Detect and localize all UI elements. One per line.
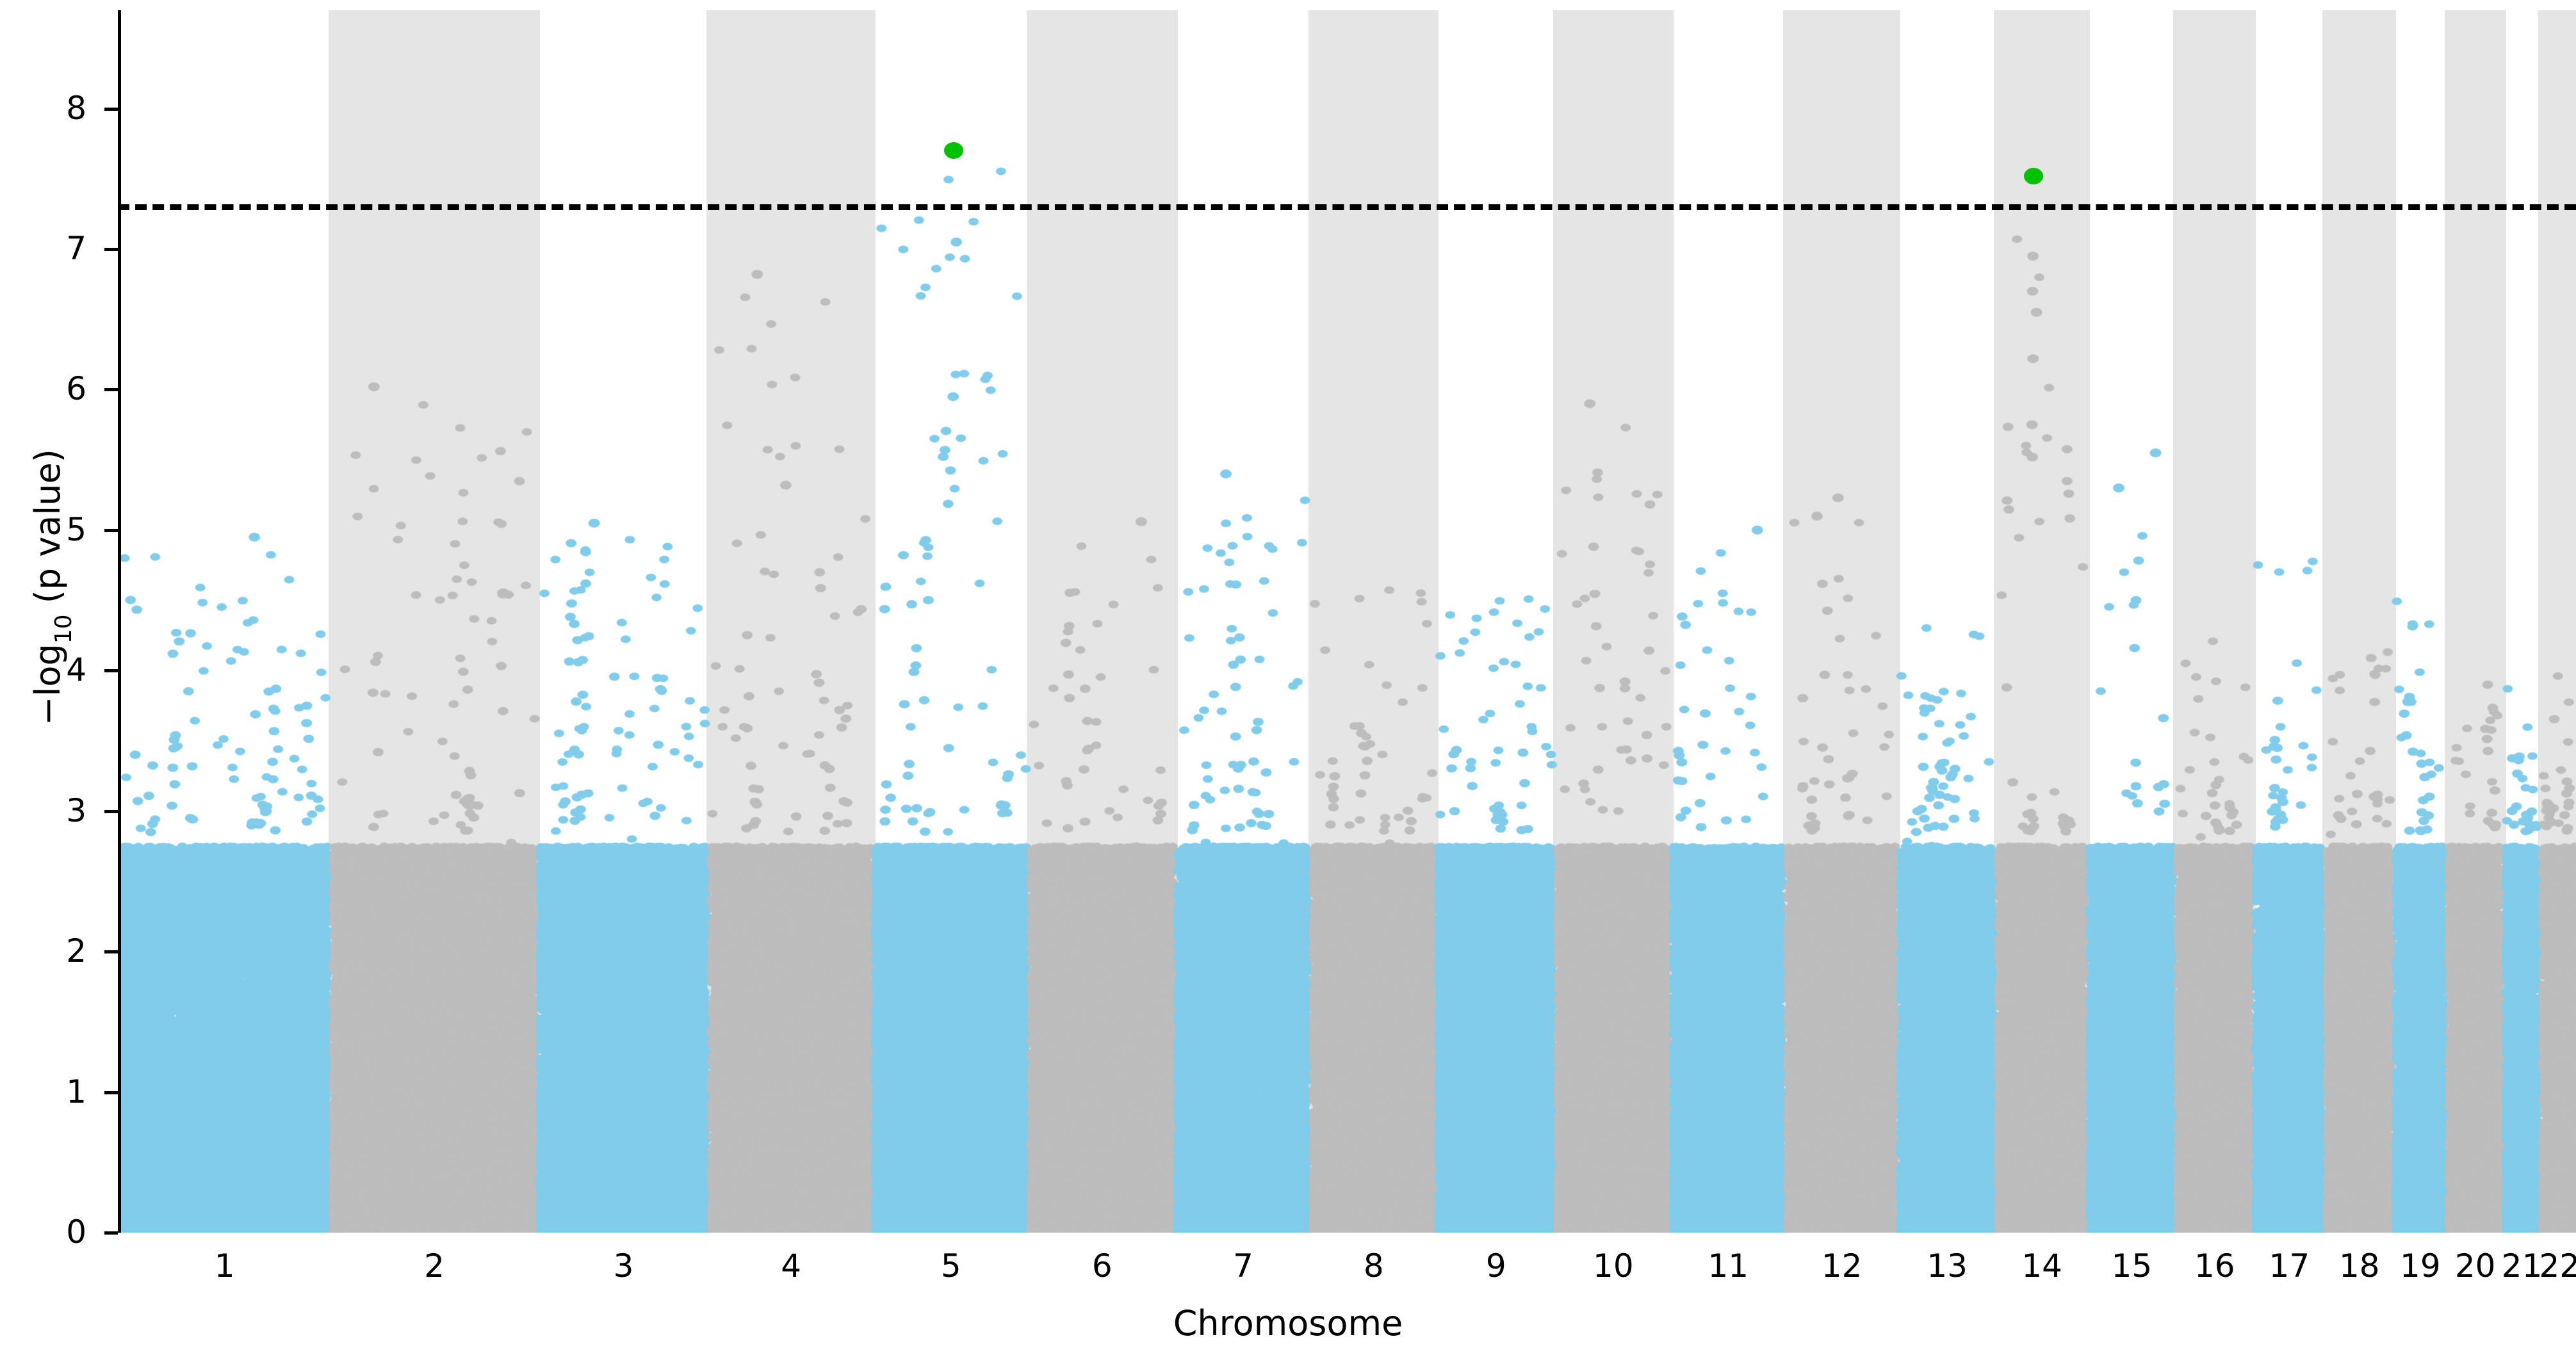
y-tick-label: 7 bbox=[66, 230, 86, 268]
x-tick-label-chr4: 4 bbox=[781, 1247, 802, 1285]
y-axis-label-prefix: −log bbox=[28, 644, 68, 726]
x-tick-label-chr13: 13 bbox=[1927, 1247, 1968, 1285]
y-tick-mark bbox=[104, 1231, 118, 1235]
x-tick-label-chr16: 16 bbox=[2194, 1247, 2235, 1285]
y-tick-label: 2 bbox=[66, 932, 86, 970]
genomewide-significance-line bbox=[118, 204, 2576, 211]
x-tick-label-chr6: 6 bbox=[1091, 1247, 1113, 1285]
y-tick-label: 6 bbox=[66, 370, 86, 408]
y-tick-mark bbox=[104, 1090, 118, 1094]
x-tick-label-chr21: 21 bbox=[2501, 1247, 2543, 1285]
x-tick-label-chr8: 8 bbox=[1363, 1247, 1384, 1285]
plot-area bbox=[121, 10, 2576, 1233]
x-axis-label: Chromosome bbox=[1173, 1303, 1403, 1343]
y-tick-label: 0 bbox=[66, 1213, 86, 1251]
x-tick-label-chr3: 3 bbox=[613, 1247, 634, 1285]
x-tick-label-chr12: 12 bbox=[1821, 1247, 1863, 1285]
highlighted-snp-chr5 bbox=[944, 142, 964, 159]
x-tick-label-chr15: 15 bbox=[2111, 1247, 2153, 1285]
x-tick-label-chr11: 11 bbox=[1708, 1247, 1749, 1285]
y-tick-label: 8 bbox=[66, 89, 86, 127]
x-tick-label-chr1: 1 bbox=[214, 1247, 235, 1285]
x-tick-label-chr20: 20 bbox=[2454, 1247, 2496, 1285]
x-tick-label-chr7: 7 bbox=[1233, 1247, 1253, 1285]
y-axis-label-subscript: 10 bbox=[50, 614, 77, 644]
x-tick-label-chr19: 19 bbox=[2400, 1247, 2441, 1285]
y-tick-mark bbox=[104, 107, 118, 111]
y-tick-mark bbox=[104, 950, 118, 954]
y-tick-mark bbox=[104, 809, 118, 813]
y-tick-label: 5 bbox=[66, 510, 86, 548]
y-tick-mark bbox=[104, 388, 118, 392]
x-tick-label-chr17: 17 bbox=[2269, 1247, 2310, 1285]
y-axis-label-tail: (p value) bbox=[28, 449, 68, 615]
x-tick-label-chr2: 2 bbox=[424, 1247, 445, 1285]
x-tick-label-chr18: 18 bbox=[2338, 1247, 2380, 1285]
y-axis-label: −log10 (p value) bbox=[28, 331, 77, 843]
x-tick-label-chr10: 10 bbox=[1593, 1247, 1634, 1285]
y-tick-mark bbox=[104, 669, 118, 673]
x-tick-label-chr22: 22 bbox=[2539, 1247, 2576, 1285]
x-tick-label-chr14: 14 bbox=[2021, 1247, 2062, 1285]
x-tick-label-chr9: 9 bbox=[1485, 1247, 1506, 1285]
snp-scatter-canvas bbox=[121, 10, 2576, 1233]
y-tick-mark bbox=[104, 248, 118, 252]
x-tick-label-chr5: 5 bbox=[940, 1247, 961, 1285]
y-tick-label: 4 bbox=[66, 651, 86, 689]
y-tick-mark bbox=[104, 528, 118, 532]
y-tick-label: 1 bbox=[66, 1073, 86, 1110]
highlighted-snp-chr14 bbox=[2023, 167, 2043, 184]
y-axis-spine bbox=[118, 10, 121, 1233]
y-tick-label: 3 bbox=[66, 791, 86, 829]
